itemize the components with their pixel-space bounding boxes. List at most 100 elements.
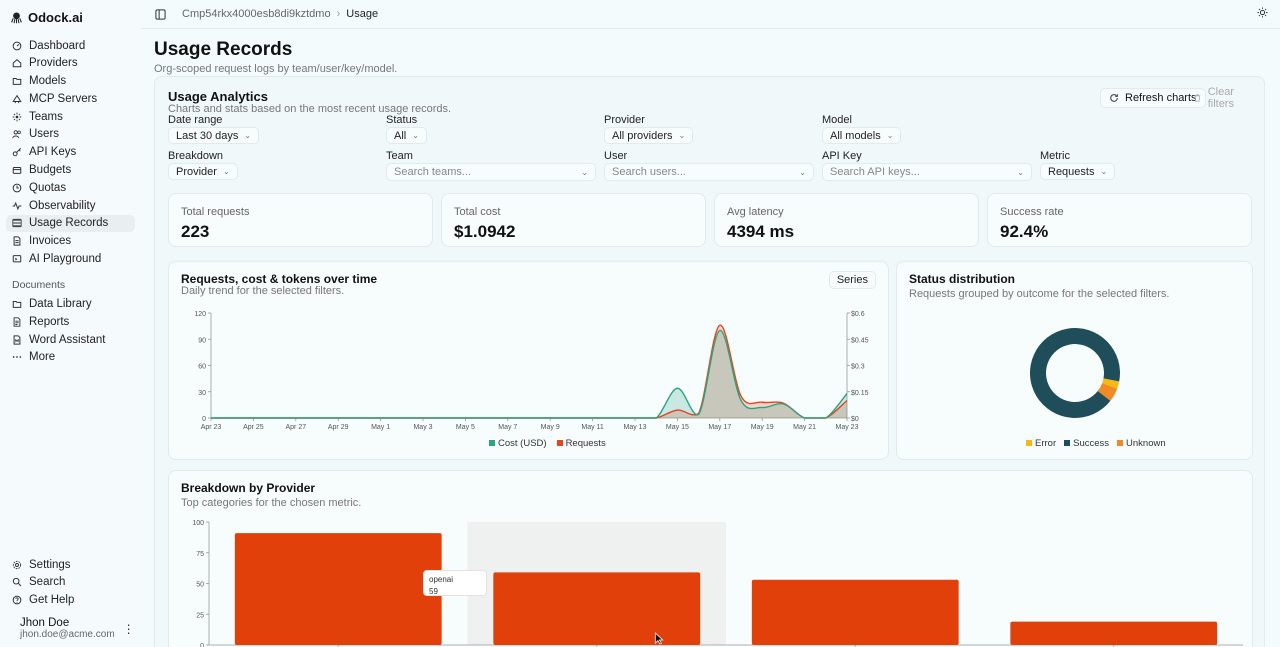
bar[interactable]: [1010, 621, 1218, 645]
sidebar-item-models[interactable]: Models: [6, 73, 135, 90]
user-menu-icon[interactable]: ⋮: [122, 622, 135, 636]
legend-swatch: [489, 440, 495, 447]
sidebar-item-dashboard[interactable]: Dashboard: [6, 37, 135, 54]
team-search-placeholder: Search teams...: [394, 166, 472, 178]
breakdown-value: Provider: [176, 165, 217, 178]
chevron-down-icon: ⌄: [244, 131, 252, 140]
mcp-servers-icon: [12, 94, 22, 104]
stat-value: 223: [181, 222, 210, 241]
breakdown-select[interactable]: Provider ⌄: [168, 163, 238, 180]
sidebar-item-usage-records[interactable]: Usage Records: [6, 214, 135, 232]
bar[interactable]: [493, 572, 701, 645]
theme-toggle-icon[interactable]: [1257, 7, 1268, 21]
sidebar-item-mcp-servers[interactable]: MCP Servers: [6, 90, 135, 107]
breakdown-subtitle: Top categories for the chosen metric.: [181, 497, 362, 509]
sidebar-item-quotas[interactable]: Quotas: [6, 179, 135, 196]
clear-filters-button[interactable]: Clear filters: [1185, 86, 1264, 110]
sidebar-item-word-assistant[interactable]: Word Assistant: [6, 331, 135, 348]
sidebar-item-reports[interactable]: Reports: [6, 313, 135, 330]
y-tick-label-right: $0: [851, 416, 859, 423]
sidebar-item-more[interactable]: More: [6, 349, 135, 366]
cost-area: [211, 330, 847, 418]
date-range-select[interactable]: Last 30 days ⌄: [168, 127, 260, 144]
sidebar-item-search[interactable]: Search: [6, 574, 135, 591]
status-select[interactable]: All ⌄: [386, 127, 427, 144]
model-label: Model: [822, 114, 852, 126]
slice-error[interactable]: [1102, 378, 1120, 389]
key-icon: [12, 147, 22, 157]
sidebar-item-invoices[interactable]: Invoices: [6, 233, 135, 250]
topbar: Cmp54rkx4000esb8di9kztdmo › Usage: [141, 0, 1280, 29]
bar-tooltip: openai 59: [423, 570, 487, 596]
sidebar-item-users[interactable]: Users: [6, 126, 135, 143]
sidebar-item-label: Reports: [29, 315, 70, 328]
chevron-down-icon: ⌄: [799, 167, 806, 177]
metric-select[interactable]: Requests ⌄: [1040, 163, 1116, 180]
stat-card-total-requests: Total requests 223: [168, 193, 433, 247]
sidebar-item-ai-playground[interactable]: AI Playground: [6, 251, 135, 268]
timeseries-subtitle: Daily trend for the selected filters.: [181, 285, 345, 297]
data-library-icon: [12, 299, 22, 309]
quotas-icon: [12, 183, 22, 193]
x-tick-label: May 13: [624, 424, 647, 431]
y-tick-label: 0: [202, 416, 206, 423]
chevron-down-icon: ⌄: [886, 131, 894, 140]
analytics-subtitle: Charts and stats based on the most recen…: [168, 103, 452, 115]
refresh-charts-button[interactable]: Refresh charts: [1100, 88, 1206, 108]
y-tick-label: 25: [196, 612, 204, 619]
x-tick-label: May 5: [456, 424, 475, 431]
stat-value: 4394 ms: [727, 222, 795, 241]
sidebar-item-label: Observability: [29, 199, 96, 212]
usage-records-icon: [12, 218, 22, 228]
user-search-input[interactable]: Search users... ⌄: [604, 163, 814, 181]
sidebar-item-label: Word Assistant: [29, 333, 106, 346]
timeseries-chart: 0 30 60 90 120 $0 $0.15 $0.3 $0.45 $0.6 Apr 23 Apr …: [194, 311, 868, 431]
y-tick-label-right: $0.3: [851, 364, 865, 371]
user-name: Jhon Doe: [20, 617, 70, 629]
sidebar-item-api-keys[interactable]: API Keys: [6, 144, 135, 161]
bar[interactable]: [234, 533, 442, 645]
sidebar-item-get-help[interactable]: Get Help: [6, 592, 135, 609]
breadcrumb-org[interactable]: Cmp54rkx4000esb8di9kztdmo: [182, 8, 331, 20]
api-key-search-input[interactable]: Search API keys... ⌄: [822, 163, 1032, 181]
model-select[interactable]: All models ⌄: [822, 127, 902, 144]
status-value: All: [394, 129, 407, 142]
brand-name: Odock.ai: [28, 10, 83, 25]
x-tick-label: May 17: [708, 424, 731, 431]
sidebar-item-data-library[interactable]: Data Library: [6, 296, 135, 313]
bar[interactable]: [751, 579, 959, 645]
sidebar-toggle-icon[interactable]: [155, 8, 166, 20]
user-profile[interactable]: Jhon Doe jhon.doe@acme.com ⋮: [6, 617, 135, 641]
provider-select[interactable]: All providers ⌄: [604, 127, 694, 144]
legend-item-success: Success: [1064, 438, 1109, 449]
sidebar-item-label: AI Playground: [29, 253, 102, 266]
y-tick-label: 0: [200, 643, 204, 647]
octopus-logo-icon: [11, 12, 22, 24]
refresh-charts-label: Refresh charts: [1125, 92, 1197, 104]
api-key-label: API Key: [822, 150, 862, 162]
team-search-input[interactable]: Search teams... ⌄: [386, 163, 596, 181]
series-button[interactable]: Series: [828, 271, 876, 289]
brand[interactable]: Odock.ai: [6, 8, 135, 27]
teams-icon: [12, 112, 22, 122]
sidebar-item-label: Teams: [29, 110, 63, 123]
sidebar-item-providers[interactable]: Providers: [6, 55, 135, 72]
sidebar-item-teams[interactable]: Teams: [6, 108, 135, 125]
stat-card-avg-latency: Avg latency 4394 ms: [714, 193, 979, 247]
sidebar-item-settings[interactable]: Settings: [6, 556, 135, 573]
stat-card-success-rate: Success rate 92.4%: [987, 193, 1252, 247]
x-tick-label: May 1: [371, 424, 390, 431]
sidebar-item-observability[interactable]: Observability: [6, 197, 135, 214]
y-tick-label-right: $0.6: [851, 311, 865, 318]
slice-unknown[interactable]: [1097, 383, 1118, 401]
playground-icon: [12, 254, 22, 264]
slice-success[interactable]: [1030, 328, 1120, 419]
sidebar-item-label: Get Help: [29, 594, 75, 607]
sidebar-item-label: Invoices: [29, 235, 72, 248]
tooltip-category: openai: [429, 575, 454, 584]
date-range-label: Date range: [168, 114, 223, 126]
legend-swatch: [1064, 440, 1071, 447]
y-tick-label: 30: [198, 390, 206, 397]
x-tick-label: May 19: [751, 424, 774, 431]
sidebar-item-budgets[interactable]: Budgets: [6, 162, 135, 179]
